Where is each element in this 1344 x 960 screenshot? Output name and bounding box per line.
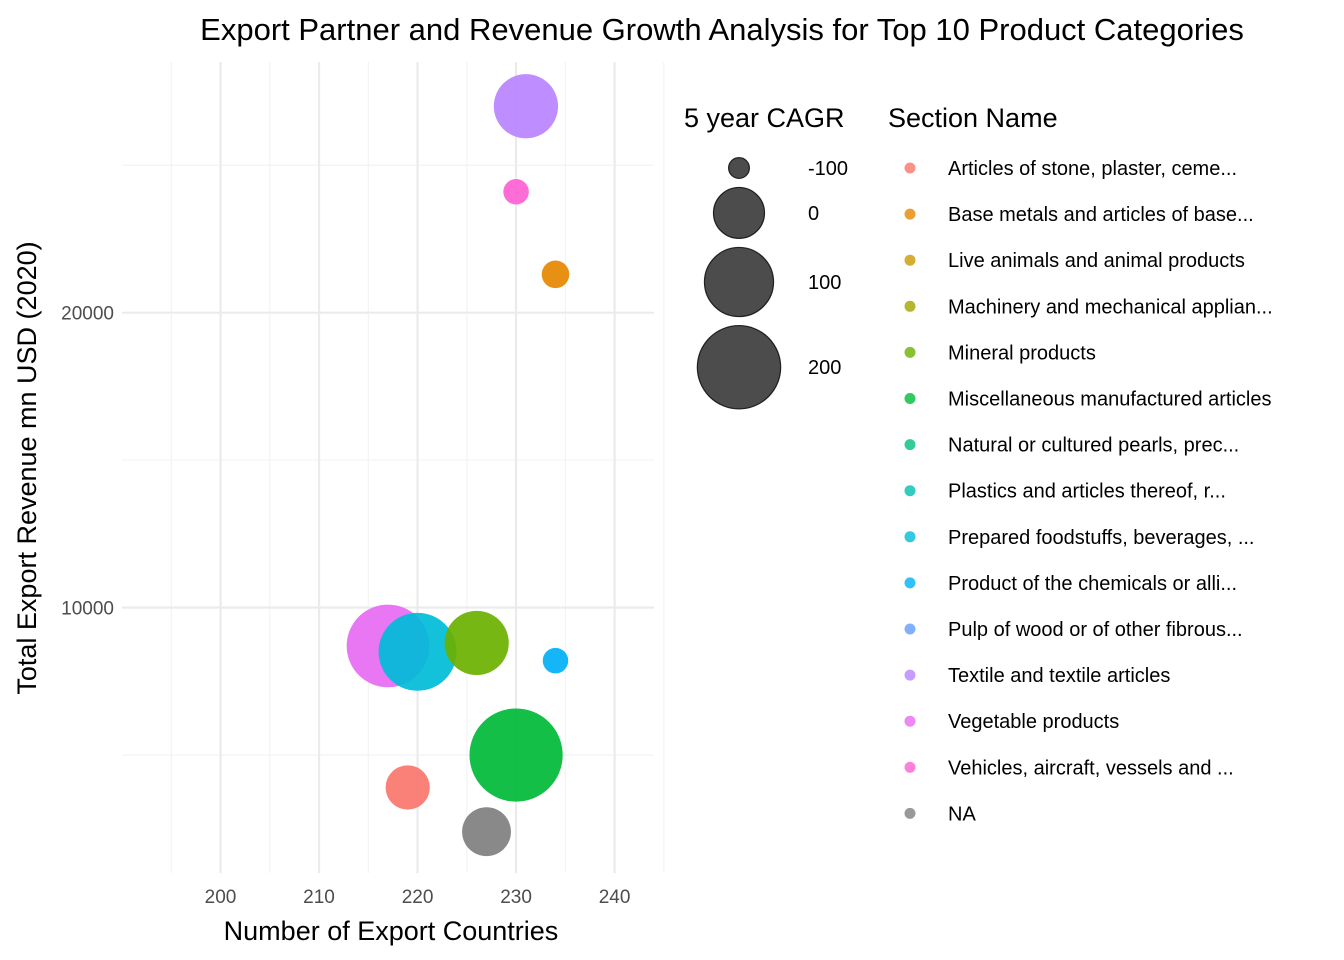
color-legend-label: NA [948,803,976,825]
x-tick-label: 240 [599,887,631,908]
color-legend-key [904,162,916,174]
color-legend-label: Articles of stone, plaster, ceme... [948,158,1237,180]
color-legend-label: Miscellaneous manufactured articles [948,389,1272,411]
size-legend-label: 200 [808,357,841,379]
color-legend-key [904,577,916,589]
color-legend-label: Vehicles, aircraft, vessels and ... [948,757,1234,779]
data-point [378,612,457,691]
x-tick-label: 200 [205,887,237,908]
x-tick-label: 210 [303,887,335,908]
data-point [444,610,509,676]
color-legend-key [904,439,916,451]
color-legend-key [904,485,916,497]
color-legend-key [904,254,916,266]
color-legend-label: Machinery and mechanical applian... [948,296,1273,318]
y-tick-label: 20000 [61,304,114,325]
color-legend-label: Pulp of wood or of other fibrous... [948,619,1243,641]
color-legend-label: Live animals and animal products [948,250,1245,272]
size-legend-label: 100 [808,272,841,294]
color-legend-title: Section Name [888,103,1058,133]
size-legend-key [703,246,775,318]
size-legend-key [712,186,766,240]
color-legend-key [904,346,916,358]
size-legend-key [696,324,782,410]
data-point [542,647,569,674]
grid-layer [122,62,665,873]
color-legend-key [904,393,916,404]
color-legend-key [904,761,916,773]
x-tick-label: 220 [402,887,434,908]
color-legend-key [904,807,916,819]
color-legend-label: Natural or cultured pearls, prec... [948,435,1239,457]
color-legend-label: Vegetable products [948,711,1119,733]
x-tick-label: 230 [500,887,532,908]
x-axis-title: Number of Export Countries [224,916,559,946]
color-legend-label: Product of the chemicals or alli... [948,573,1237,595]
size-legend: 5 year CAGR -100 0 100 200 [684,103,848,410]
color-legend-key [904,208,916,220]
color-legend-key [904,300,916,312]
data-point [503,178,529,205]
color-legend: Section Name Articles of stone, plaster,… [888,103,1273,825]
size-legend-key [727,156,751,180]
size-legend-label: -100 [808,158,848,180]
y-axis-ticks: 10000 20000 [61,304,114,620]
x-axis-ticks: 200 210 220 230 240 [205,887,631,908]
size-legend-label: 0 [808,203,819,225]
plot-panel [122,62,665,873]
color-legend-label: Base metals and articles of base... [948,204,1254,226]
points-layer [346,74,570,857]
color-legend-label: Prepared foodstuffs, beverages, ... [948,527,1254,549]
color-legend-label: Plastics and articles thereof, r... [948,481,1226,503]
data-point [541,260,570,289]
data-point [469,708,563,802]
color-legend-key [904,715,916,727]
color-legend-key [904,623,916,635]
chart-title: Export Partner and Revenue Growth Analys… [200,12,1244,47]
color-legend-key [904,531,916,543]
color-legend-label: Mineral products [948,342,1096,364]
data-point [462,807,511,857]
y-tick-label: 10000 [61,599,114,620]
color-legend-label: Textile and textile articles [948,665,1170,687]
color-legend-key [904,669,916,681]
y-axis-title: Total Export Revenue mn USD (2020) [12,241,42,694]
size-legend-title: 5 year CAGR [684,103,845,133]
data-point [385,765,430,810]
data-point [493,74,559,139]
